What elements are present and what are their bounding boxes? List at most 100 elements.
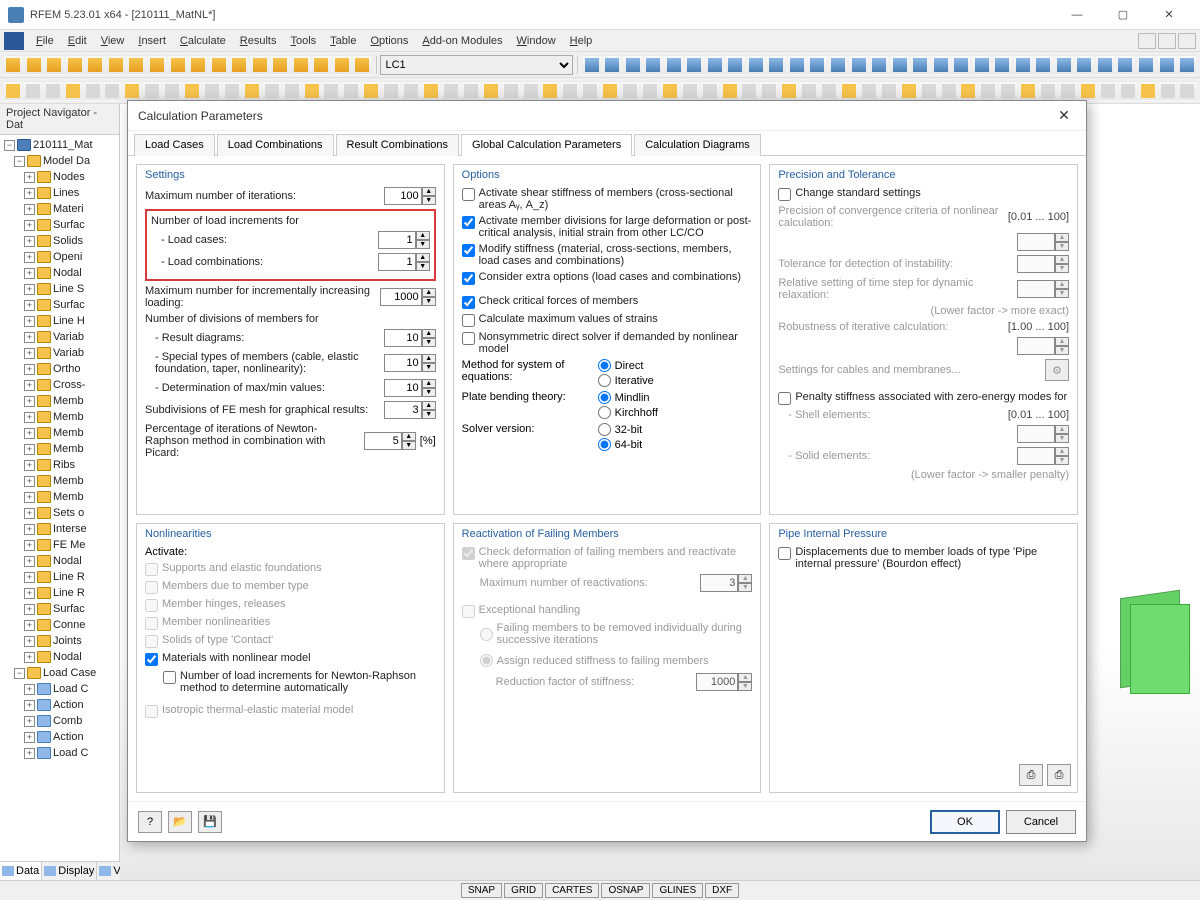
close-button[interactable]: ✕ — [1146, 0, 1192, 30]
toolbar-button[interactable] — [788, 55, 807, 75]
toolbar-button[interactable] — [1079, 81, 1097, 101]
menu-insert[interactable]: Insert — [132, 33, 172, 49]
menu-window[interactable]: Window — [511, 33, 562, 49]
maximize-button[interactable]: ▢ — [1100, 0, 1146, 30]
load-case-select[interactable]: LC1 — [380, 55, 573, 75]
menu-view[interactable]: View — [95, 33, 131, 49]
toolbar-button[interactable] — [900, 81, 918, 101]
toolbar-button[interactable] — [800, 81, 818, 101]
toolbar-button[interactable] — [203, 81, 221, 101]
toolbar-button[interactable] — [664, 55, 683, 75]
toolbar-button[interactable] — [1039, 81, 1057, 101]
toolbar-button[interactable] — [601, 81, 619, 101]
status-cartes[interactable]: CARTES — [545, 883, 599, 898]
toolbar-button[interactable] — [1034, 55, 1053, 75]
toolbar-button[interactable] — [442, 81, 460, 101]
toolbar-button[interactable] — [263, 81, 281, 101]
critical-check[interactable] — [462, 296, 475, 309]
menu-tools[interactable]: Tools — [284, 33, 322, 49]
toolbar-button[interactable] — [960, 81, 978, 101]
status-snap[interactable]: SNAP — [461, 883, 502, 898]
tree-item-0-25[interactable]: +Line R — [0, 569, 119, 585]
tree-item-0-8[interactable]: +Surfac — [0, 297, 119, 313]
tree-item-0-5[interactable]: +Openi — [0, 249, 119, 265]
toolbar-button[interactable] — [223, 81, 241, 101]
toolbar-button[interactable] — [522, 81, 540, 101]
toolbar-button[interactable] — [4, 81, 22, 101]
tree-item-0-0[interactable]: +Nodes — [0, 169, 119, 185]
ok-button[interactable]: OK — [930, 810, 1000, 834]
menu-file[interactable]: File — [30, 33, 60, 49]
tree-item-0-21[interactable]: +Sets o — [0, 505, 119, 521]
toolbar-button[interactable] — [1119, 81, 1137, 101]
toolbar-button[interactable] — [209, 55, 228, 75]
tree-item-0-23[interactable]: +FE Me — [0, 537, 119, 553]
toolbar-button[interactable] — [1014, 55, 1033, 75]
toolbar-button[interactable] — [849, 55, 868, 75]
toolbar-button[interactable] — [271, 55, 290, 75]
toolbar-button[interactable] — [143, 81, 161, 101]
nav-tab-data[interactable]: Data — [0, 862, 42, 880]
toolbar-button[interactable] — [1137, 55, 1156, 75]
toolbar-button[interactable] — [482, 81, 500, 101]
toolbar-button[interactable] — [840, 81, 858, 101]
toolbar-button[interactable] — [342, 81, 360, 101]
tree-item-0-27[interactable]: +Surfac — [0, 601, 119, 617]
dlg-tab-3[interactable]: Global Calculation Parameters — [461, 134, 632, 156]
fe-spin[interactable]: ▲▼ — [384, 401, 436, 419]
toolbar-button[interactable] — [581, 81, 599, 101]
penalty-check[interactable] — [778, 392, 791, 405]
tree-item-0-4[interactable]: +Solids — [0, 233, 119, 249]
info-button-1[interactable]: ⎙ — [1019, 764, 1043, 786]
toolbar-button[interactable] — [780, 81, 798, 101]
toolbar-button[interactable] — [168, 55, 187, 75]
tree-item-1-4[interactable]: +Load C — [0, 745, 119, 761]
toolbar-button[interactable] — [760, 81, 778, 101]
toolbar-button[interactable] — [644, 55, 663, 75]
toolbar-button[interactable] — [362, 81, 380, 101]
toolbar-button[interactable] — [890, 55, 909, 75]
toolbar-button[interactable] — [502, 81, 520, 101]
info-button-2[interactable]: ⎙ — [1047, 764, 1071, 786]
tree-item-1-3[interactable]: +Action — [0, 729, 119, 745]
cables-button[interactable]: ⚙ — [1045, 359, 1069, 381]
tree-item-0-30[interactable]: +Nodal — [0, 649, 119, 665]
tree-item-0-14[interactable]: +Memb — [0, 393, 119, 409]
tree-item-0-15[interactable]: +Memb — [0, 409, 119, 425]
solver-64-radio[interactable] — [598, 438, 611, 451]
toolbar-button[interactable] — [623, 55, 642, 75]
toolbar-button[interactable] — [148, 55, 167, 75]
toolbar-button[interactable] — [1096, 55, 1115, 75]
toolbar-button[interactable] — [462, 81, 480, 101]
toolbar-button[interactable] — [24, 81, 42, 101]
status-glines[interactable]: GLINES — [652, 883, 703, 898]
toolbar-button[interactable] — [706, 55, 725, 75]
maxmin-spin[interactable]: ▲▼ — [384, 379, 436, 397]
toolbar-button[interactable] — [66, 55, 85, 75]
toolbar-button[interactable] — [333, 55, 352, 75]
extra-check[interactable] — [462, 272, 475, 285]
special-spin[interactable]: ▲▼ — [384, 354, 436, 372]
shear-check[interactable] — [462, 188, 475, 201]
toolbar-button[interactable] — [972, 55, 991, 75]
toolbar-button[interactable] — [767, 55, 786, 75]
tree-item-0-19[interactable]: +Memb — [0, 473, 119, 489]
dlg-tab-2[interactable]: Result Combinations — [336, 134, 460, 156]
max-iter-spin[interactable]: ▲▼ — [384, 187, 436, 205]
toolbar-button[interactable] — [353, 55, 372, 75]
dlg-tab-1[interactable]: Load Combinations — [217, 134, 334, 156]
toolbar-button[interactable] — [1178, 55, 1197, 75]
toolbar-button[interactable] — [84, 81, 102, 101]
max-incr-spin[interactable]: ▲▼ — [380, 288, 436, 306]
divisions-check[interactable] — [462, 216, 475, 229]
nonsym-check[interactable] — [462, 332, 475, 345]
toolbar-button[interactable] — [1099, 81, 1117, 101]
tree-item-1-2[interactable]: +Comb — [0, 713, 119, 729]
toolbar-button[interactable] — [603, 55, 622, 75]
toolbar-button[interactable] — [86, 55, 105, 75]
tree-item-0-1[interactable]: +Lines — [0, 185, 119, 201]
toolbar-button[interactable] — [940, 81, 958, 101]
toolbar-button[interactable] — [920, 81, 938, 101]
toolbar-button[interactable] — [1157, 55, 1176, 75]
toolbar-button[interactable] — [291, 55, 310, 75]
